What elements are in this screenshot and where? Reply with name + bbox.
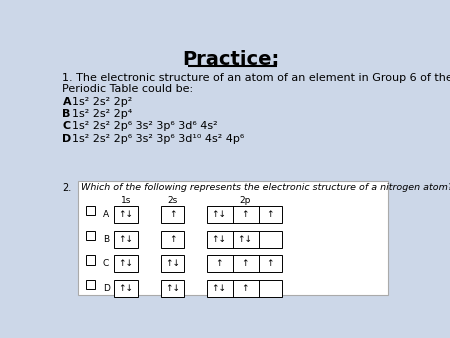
Bar — [114, 280, 138, 297]
Text: ↑: ↑ — [241, 210, 248, 219]
Text: A: A — [63, 97, 71, 107]
Text: ↑↓: ↑↓ — [118, 284, 134, 293]
Text: ↑: ↑ — [169, 235, 176, 244]
Text: ↑↓: ↑↓ — [165, 284, 180, 293]
Text: ↑: ↑ — [266, 259, 274, 268]
Bar — [86, 231, 95, 240]
Text: 2s: 2s — [167, 196, 178, 205]
Text: C: C — [63, 121, 71, 131]
Text: 1. The electronic structure of an atom of an element in Group 6 of the: 1. The electronic structure of an atom o… — [63, 73, 450, 83]
Bar — [207, 206, 282, 223]
Text: A: A — [103, 210, 109, 219]
Text: 2p: 2p — [239, 196, 250, 205]
Text: 1s: 1s — [121, 196, 131, 205]
Bar — [86, 206, 95, 215]
Bar — [114, 256, 138, 272]
Text: ↑: ↑ — [169, 210, 176, 219]
Text: ↑↓: ↑↓ — [212, 210, 226, 219]
Bar — [161, 231, 184, 248]
Bar — [161, 206, 184, 223]
Text: 1s² 2s² 2p²: 1s² 2s² 2p² — [72, 97, 132, 107]
Text: ↑: ↑ — [215, 259, 223, 268]
Bar — [86, 256, 95, 265]
Text: ↑↓: ↑↓ — [212, 284, 226, 293]
Text: B: B — [63, 109, 71, 119]
Text: 1s² 2s² 2p⁶ 3s² 3p⁶ 3d⁶ 4s²: 1s² 2s² 2p⁶ 3s² 3p⁶ 3d⁶ 4s² — [72, 121, 217, 131]
Text: ↑↓: ↑↓ — [118, 235, 134, 244]
Text: D: D — [63, 134, 72, 144]
Text: 2.: 2. — [63, 183, 72, 193]
Text: B: B — [103, 235, 109, 244]
Text: Periodic Table could be:: Periodic Table could be: — [63, 84, 194, 94]
Text: ↑↓: ↑↓ — [237, 235, 252, 244]
Bar — [86, 280, 95, 289]
Bar — [207, 256, 282, 272]
Text: ↑↓: ↑↓ — [165, 259, 180, 268]
Text: D: D — [103, 284, 110, 293]
Text: ↑: ↑ — [241, 284, 248, 293]
Text: ↑: ↑ — [241, 259, 248, 268]
Text: ↑↓: ↑↓ — [212, 235, 226, 244]
Bar — [78, 182, 388, 295]
Bar — [161, 280, 184, 297]
Bar — [114, 206, 138, 223]
Text: Which of the following represents the electronic structure of a nitrogen atom?: Which of the following represents the el… — [81, 183, 450, 192]
Text: ↑: ↑ — [266, 210, 274, 219]
Bar — [161, 256, 184, 272]
Bar — [207, 280, 282, 297]
Text: 1s² 2s² 2p⁶ 3s² 3p⁶ 3d¹⁰ 4s² 4p⁶: 1s² 2s² 2p⁶ 3s² 3p⁶ 3d¹⁰ 4s² 4p⁶ — [72, 134, 244, 144]
Bar — [114, 231, 138, 248]
Text: C: C — [103, 259, 109, 268]
Text: ↑↓: ↑↓ — [118, 259, 134, 268]
Text: 1s² 2s² 2p⁴: 1s² 2s² 2p⁴ — [72, 109, 132, 119]
Bar — [207, 231, 282, 248]
Text: ↑↓: ↑↓ — [118, 210, 134, 219]
Text: Practice:: Practice: — [182, 50, 279, 69]
